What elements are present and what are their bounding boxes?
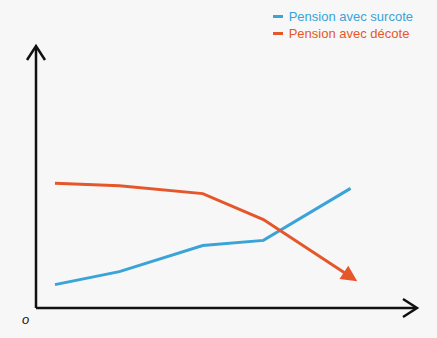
svg-text:o: o [22, 312, 29, 327]
html-text:Pension avec surcote: Pension avec surcote [288, 9, 413, 24]
html-text:Pension avec décote: Pension avec décote [288, 26, 410, 41]
